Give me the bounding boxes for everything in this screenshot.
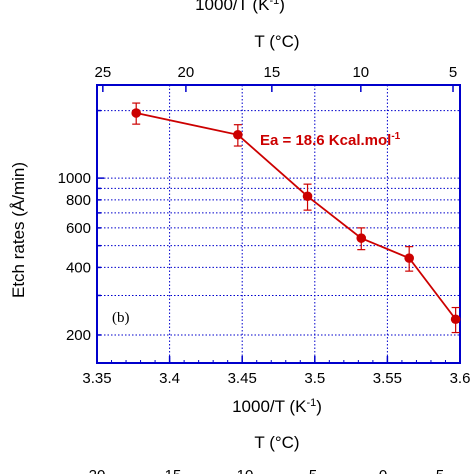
y-tick-label: 600 bbox=[66, 220, 91, 237]
x-tick-label: 3.6 bbox=[450, 370, 471, 387]
top-tick-label: 15 bbox=[263, 64, 280, 81]
bottom-extra-tick-label: 0 bbox=[379, 467, 387, 474]
x-axis-title: 1000/T (K-1) bbox=[232, 397, 322, 416]
x-tick-label: 3.4 bbox=[159, 370, 180, 387]
top-clipped-axis-title: 1000/T (K-1) bbox=[195, 0, 285, 14]
y-axis-title: Etch rates (Å/min) bbox=[9, 162, 28, 298]
x-tick-label: 3.5 bbox=[304, 370, 325, 387]
y-tick-label: 800 bbox=[66, 192, 91, 209]
y-tick-label: 400 bbox=[66, 259, 91, 276]
x-tick-label: 3.45 bbox=[228, 370, 257, 387]
panel-label: (b) bbox=[112, 310, 130, 326]
bottom-extra-tick-label: 15 bbox=[165, 467, 182, 474]
bottom-extra-tick-label: 5 bbox=[309, 467, 317, 474]
data-point bbox=[356, 233, 367, 243]
plot-frame bbox=[96, 84, 461, 364]
tick-labels: 3.35 3.4 3.45 3.5 3.55 3.6 200 400 600 800 1000 25 2… bbox=[58, 64, 471, 387]
top-axis-title: T (°C) bbox=[254, 32, 299, 51]
y-tick-label: 1000 bbox=[58, 170, 91, 187]
bottom-extra-tick-label: 20 bbox=[89, 467, 106, 474]
activation-energy-annotation: Ea = 18.6 Kcal.mol-1 bbox=[260, 131, 401, 149]
plot-border bbox=[96, 84, 461, 364]
bottom-extra-axis-title: T (°C) bbox=[254, 433, 299, 452]
top-tick-label: 10 bbox=[352, 64, 369, 81]
y-tick-label: 200 bbox=[66, 327, 91, 344]
data-point bbox=[131, 108, 142, 118]
data-series bbox=[131, 102, 461, 334]
x-tick-label: 3.55 bbox=[373, 370, 402, 387]
bottom-extra-tick-labels: 20 15 10 5 0 5 bbox=[89, 467, 445, 474]
top-tick-label: 25 bbox=[94, 64, 111, 81]
top-tick-label: 5 bbox=[449, 64, 457, 81]
data-point bbox=[450, 314, 461, 325]
data-point bbox=[302, 191, 313, 202]
series-line bbox=[136, 112, 457, 320]
axis-ticks bbox=[96, 85, 461, 363]
data-point bbox=[233, 129, 243, 140]
x-tick-label: 3.35 bbox=[82, 370, 111, 387]
bottom-extra-tick-label: 10 bbox=[237, 467, 254, 474]
data-point bbox=[404, 253, 414, 263]
bottom-extra-tick-label: 5 bbox=[436, 467, 444, 474]
grid bbox=[97, 85, 460, 363]
top-tick-label: 20 bbox=[178, 64, 195, 81]
